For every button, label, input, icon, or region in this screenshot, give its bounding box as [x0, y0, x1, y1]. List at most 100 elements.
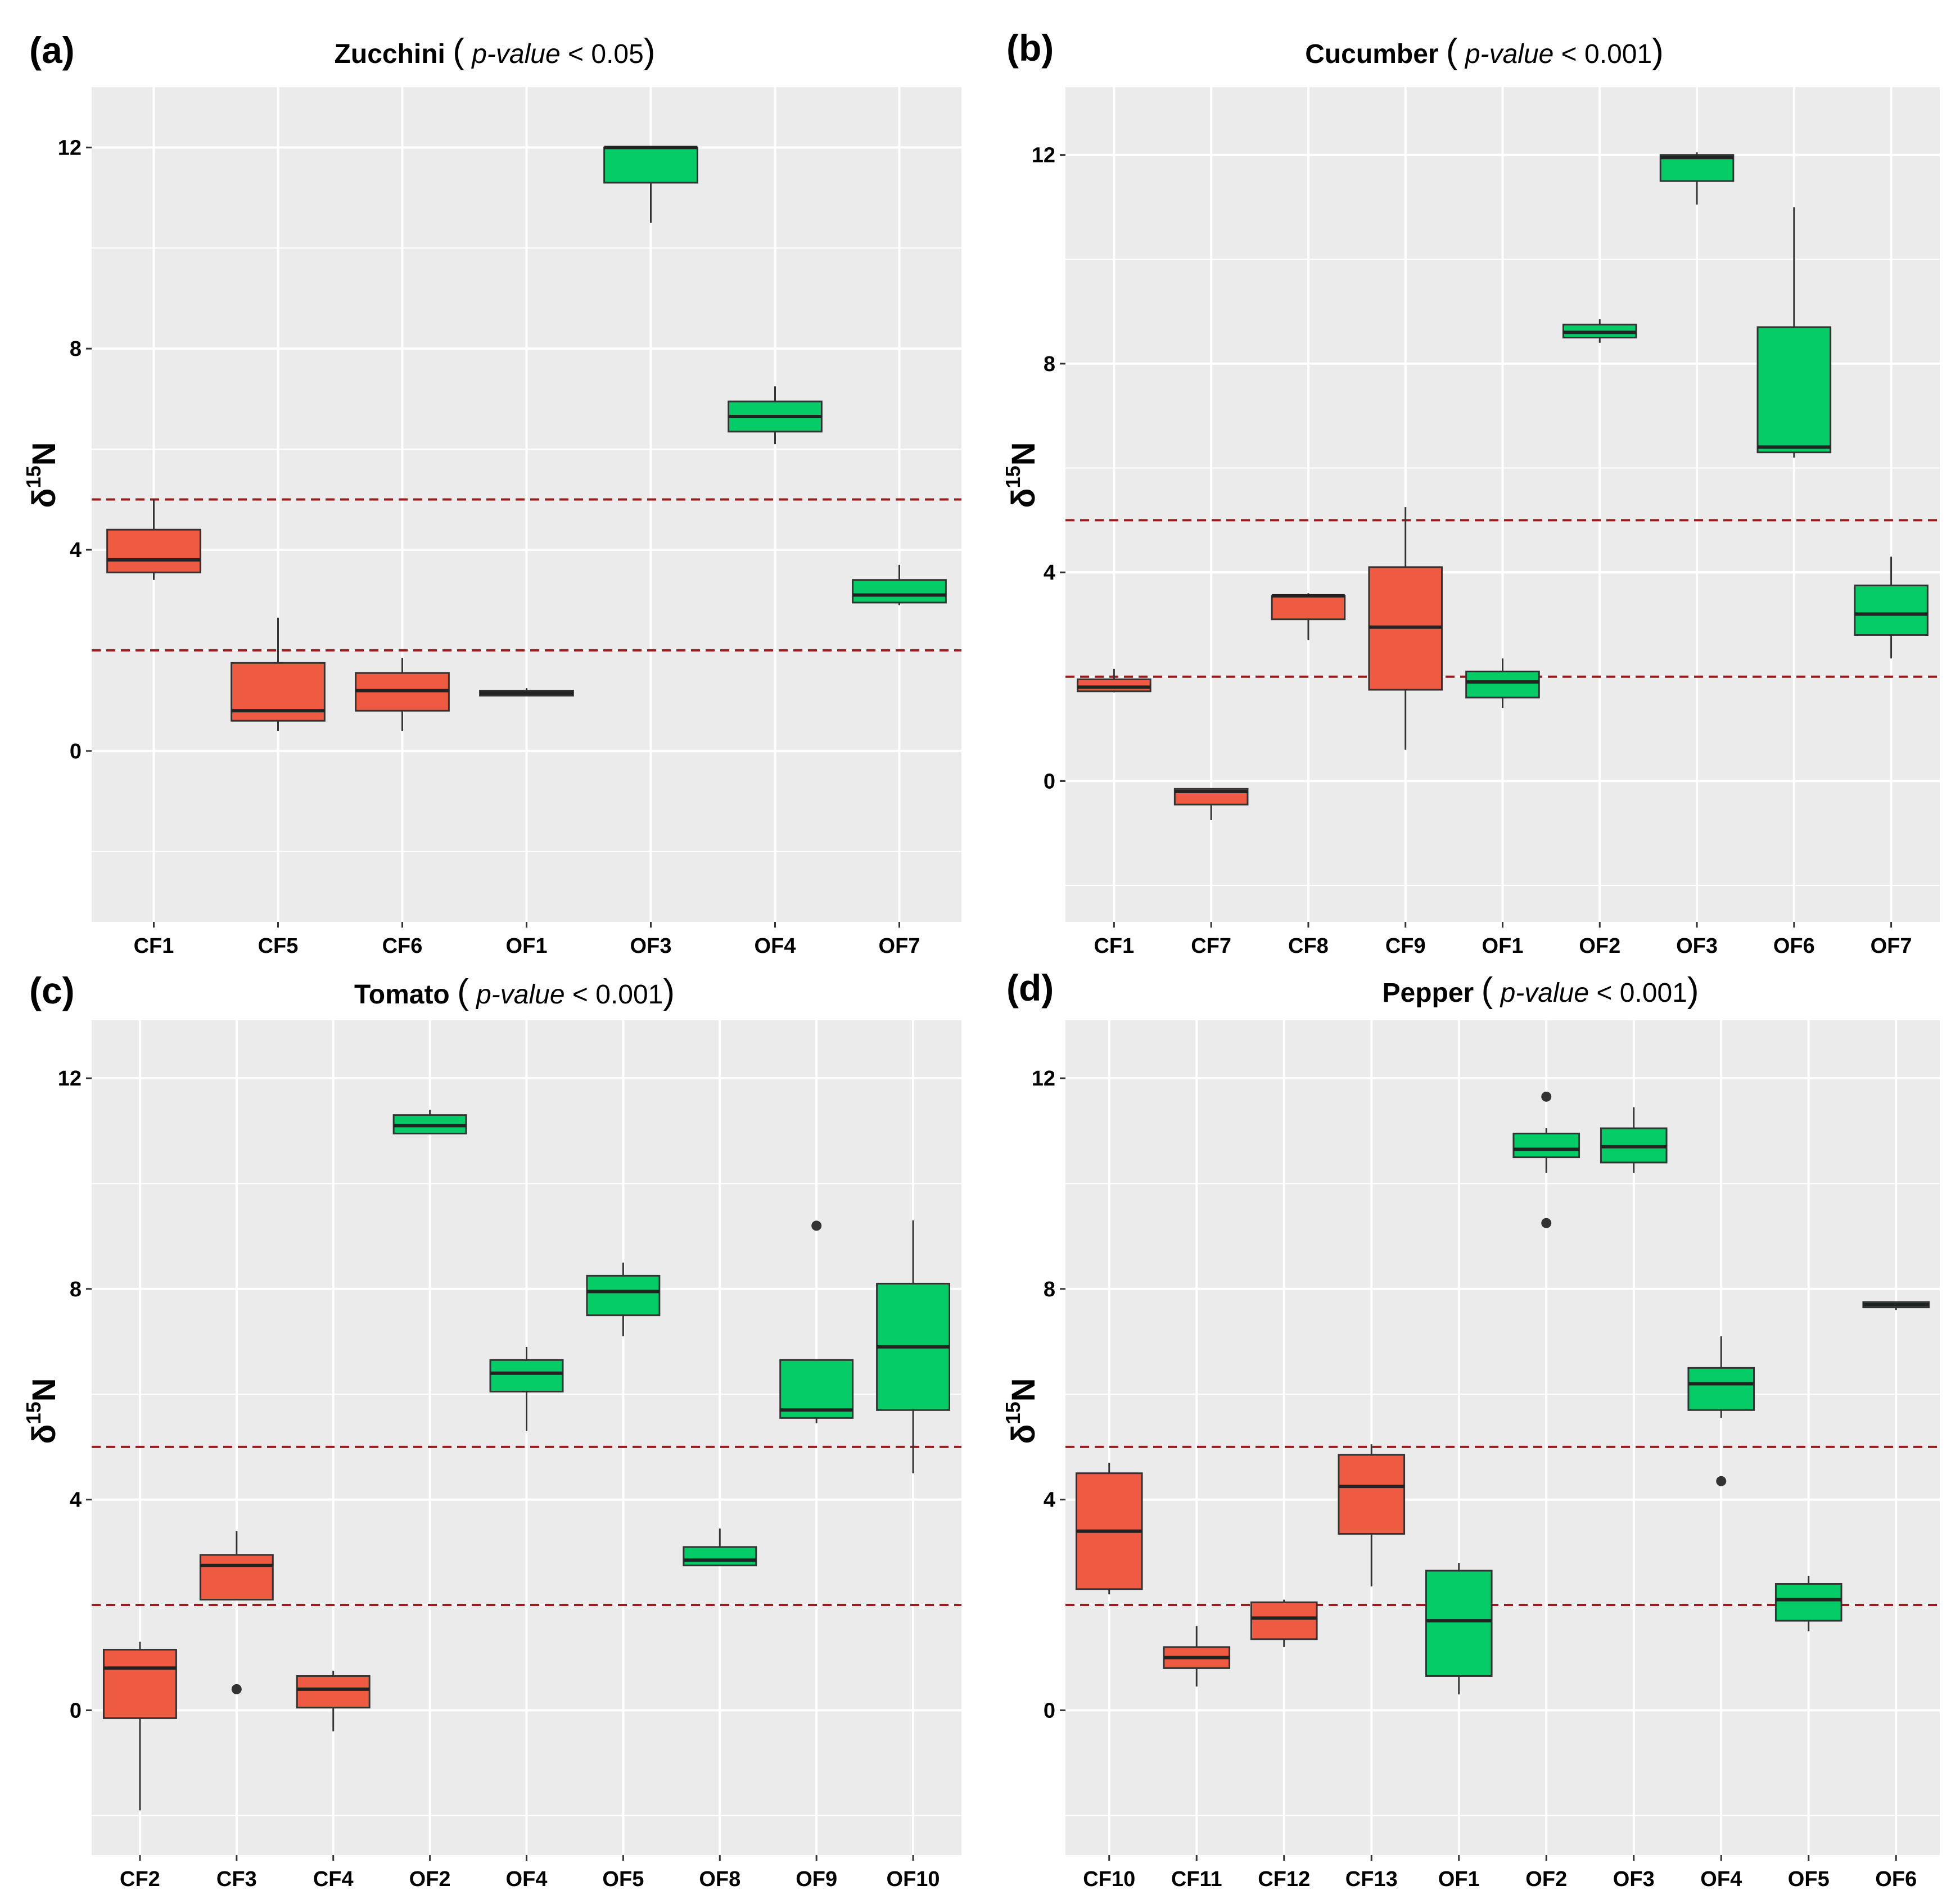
y-tick-label: 0	[70, 1699, 82, 1722]
plot-area: 0 4 8 12 CF2 CF3 CF4 OF2 OF4 OF5 OF8 OF9 OF10	[58, 1020, 961, 1891]
box-CF8	[1271, 595, 1346, 621]
chart-title: Tomato ( p-value < 0.001)	[354, 973, 675, 1011]
x-tick-label: OF1	[1482, 934, 1524, 958]
x-tick-label: OF1	[1438, 1867, 1480, 1891]
panel-letter: (b)	[1006, 27, 1054, 69]
x-tick-label: OF3	[1613, 1867, 1655, 1891]
x-tick-label: CF4	[313, 1867, 354, 1891]
x-tick-label: OF2	[1579, 934, 1620, 958]
x-tick-label: OF2	[409, 1867, 451, 1891]
x-tick-label: OF3	[1676, 934, 1718, 958]
y-tick-label: 12	[58, 1067, 82, 1091]
y-axis-label: δ15N	[22, 1378, 62, 1444]
box-OF5	[586, 1274, 661, 1317]
y-axis-label: δ15N	[1001, 442, 1042, 508]
outlier-point	[1541, 1218, 1552, 1228]
y-tick-label: 4	[1044, 1489, 1055, 1512]
y-tick-label: 12	[1032, 144, 1055, 168]
plot-area: 0 4 8 12 CF1 CF7 CF8 CF9 OF1 OF2 OF3 OF6 OF7	[1032, 87, 1940, 958]
x-tick-label: CF13	[1345, 1867, 1398, 1891]
x-tick-label: OF4	[755, 934, 796, 958]
box-OF7	[1854, 584, 1929, 636]
x-tick-label: OF5	[1788, 1867, 1830, 1891]
panel-letter: (d)	[1006, 967, 1054, 1008]
x-tick-label: CF7	[1191, 934, 1231, 958]
panel-tomato: (c) Tomato ( p-value < 0.001) δ15N 0 4 8 12…	[22, 970, 961, 1891]
x-tick-label: CF8	[1288, 934, 1329, 958]
x-tick-label: OF6	[1875, 1867, 1917, 1891]
y-axis-label: δ15N	[22, 442, 62, 508]
x-tick-label: OF6	[1773, 934, 1815, 958]
x-tick-label: OF5	[602, 1867, 644, 1891]
y-tick-label: 8	[70, 1278, 82, 1301]
outlier-point	[811, 1220, 822, 1231]
x-tick-label: CF1	[134, 934, 174, 958]
outlier-point	[231, 1684, 242, 1694]
box-CF3	[199, 1554, 274, 1601]
x-tick-label: OF9	[796, 1867, 837, 1891]
box-OF3	[603, 146, 698, 184]
x-tick-label: CF6	[382, 934, 423, 958]
y-tick-label: 4	[70, 539, 82, 562]
x-tick-label: CF5	[258, 934, 299, 958]
x-tick-label: CF1	[1094, 934, 1134, 958]
box-OF6	[1756, 326, 1832, 454]
box-OF1	[1465, 671, 1540, 699]
outlier-point	[1541, 1091, 1552, 1102]
x-tick-label: CF10	[1083, 1867, 1135, 1891]
x-tick-label: OF10	[887, 1867, 940, 1891]
box-CF12	[1250, 1601, 1318, 1640]
panel-zucchini: (a) Zucchini ( p-value < 0.05) δ15N 0 4 8 1…	[22, 29, 961, 958]
x-tick-label: OF3	[630, 934, 672, 958]
box-OF5	[1774, 1582, 1842, 1622]
x-tick-label: OF4	[506, 1867, 548, 1891]
y-tick-label: 0	[70, 740, 82, 763]
box-CF13	[1338, 1454, 1406, 1535]
panel-pepper: (d) Pepper ( p-value < 0.001) δ15N 0 4 8 12…	[1001, 967, 1940, 1891]
x-tick-label: OF7	[879, 934, 920, 958]
chart-title: Cucumber ( p-value < 0.001)	[1305, 32, 1664, 71]
box-OF9	[779, 1359, 854, 1419]
y-tick-label: 8	[70, 337, 82, 361]
box-OF4	[489, 1359, 564, 1393]
panel-letter: (a)	[29, 29, 75, 71]
x-tick-label: OF2	[1525, 1867, 1567, 1891]
box-OF1	[1425, 1570, 1493, 1677]
y-tick-label: 4	[70, 1489, 82, 1512]
x-tick-label: CF2	[120, 1867, 160, 1891]
chart-title: Pepper ( p-value < 0.001)	[1383, 971, 1699, 1010]
box-CF2	[102, 1649, 177, 1719]
box-OF4	[1687, 1367, 1755, 1411]
y-tick-label: 0	[1044, 1699, 1055, 1722]
box-CF1	[106, 528, 201, 573]
plot-background	[1065, 1020, 1940, 1855]
panel-letter: (c)	[29, 970, 75, 1011]
outlier-point	[1716, 1476, 1727, 1486]
x-tick-label: OF1	[506, 934, 548, 958]
box-OF7	[852, 579, 947, 604]
box-CF1	[1077, 678, 1151, 693]
x-tick-label: OF7	[1871, 934, 1912, 958]
x-tick-label: CF3	[216, 1867, 257, 1891]
x-tick-label: OF4	[1700, 1867, 1742, 1891]
y-tick-label: 4	[1044, 561, 1055, 585]
chart-title: Zucchini ( p-value < 0.05)	[335, 32, 656, 71]
plot-area: 0 4 8 12 CF10 CF11 CF12 CF13 OF1 OF2 OF3 OF4 OF5 OF6	[1032, 1020, 1940, 1891]
plot-area: 0 4 8 12 CF1 CF5 CF6 OF1 OF3 OF4 OF7	[58, 87, 961, 958]
y-tick-label: 12	[1032, 1067, 1055, 1091]
y-tick-label: 0	[1044, 770, 1055, 793]
y-axis-label: δ15N	[1001, 1378, 1042, 1444]
x-tick-label: CF9	[1385, 934, 1426, 958]
box-CF4	[296, 1675, 371, 1709]
y-tick-label: 12	[58, 136, 82, 160]
y-tick-label: 8	[1044, 1278, 1055, 1301]
x-tick-label: CF12	[1258, 1867, 1310, 1891]
box-OF2	[1512, 1132, 1580, 1159]
box-OF3	[1659, 154, 1735, 182]
x-tick-label: OF8	[699, 1867, 740, 1891]
x-tick-label: CF11	[1171, 1867, 1222, 1891]
y-tick-label: 8	[1044, 352, 1055, 376]
box-OF8	[683, 1546, 757, 1567]
panel-cucumber: (b) Cucumber ( p-value < 0.001) δ15N 0 4 8…	[1001, 27, 1940, 958]
